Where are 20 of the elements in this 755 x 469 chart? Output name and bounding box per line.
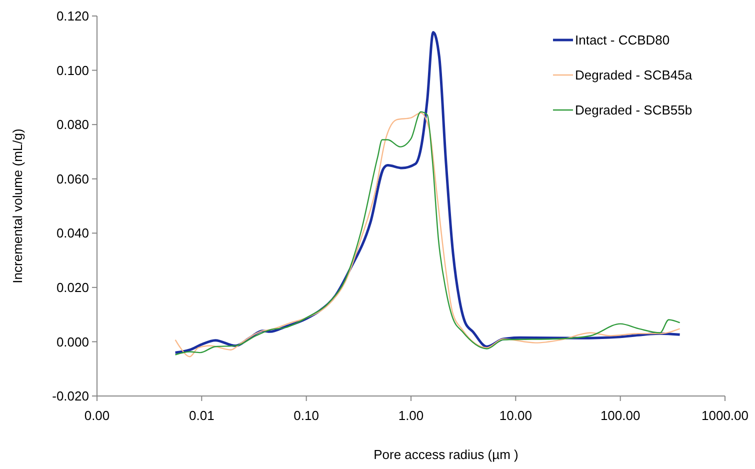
x-tick-label: 1000.00	[702, 408, 748, 423]
y-tick-label: -0.020	[52, 388, 89, 404]
x-tick-label: 0.01	[189, 408, 214, 423]
y-tick-label: 0.080	[56, 117, 89, 132]
x-tick-label: 0.00	[84, 408, 110, 423]
y-tick-label: 0.100	[56, 62, 89, 78]
x-tick-label: 100.00	[600, 408, 640, 423]
y-tick-label: 0.000	[56, 334, 89, 350]
legend-label: Degraded - SCB45a	[575, 68, 693, 83]
legend-label: Degraded - SCB55b	[575, 102, 692, 118]
y-tick-label: 0.120	[56, 8, 89, 24]
y-tick-label: 0.040	[56, 226, 89, 241]
x-tick-label: 10.00	[499, 408, 532, 423]
y-tick-label: 0.060	[56, 171, 89, 186]
y-axis-title: Incremental volume (mL/g)	[10, 128, 25, 284]
y-tick-label: 0.020	[56, 280, 89, 295]
legend-label: Intact - CCBD80	[575, 32, 670, 48]
x-tick-label: 0.10	[294, 408, 319, 423]
x-tick-label: 1.00	[398, 408, 424, 423]
x-axis-title: Pore access radius (µm )	[374, 447, 518, 462]
